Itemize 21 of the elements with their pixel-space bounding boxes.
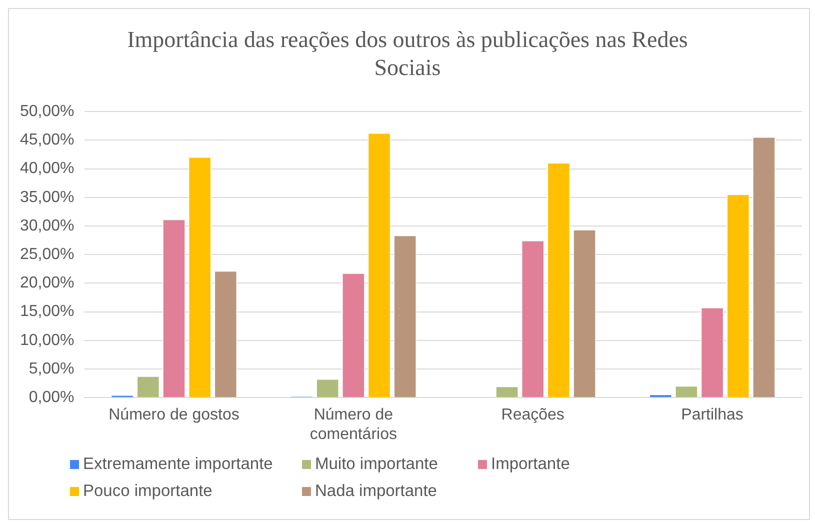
y-tick-label: 35,00% <box>20 188 74 206</box>
legend-label: Pouco importante <box>83 482 212 501</box>
x-tick-label: Número de gostos <box>108 406 240 424</box>
y-tick-label: 10,00% <box>20 332 74 349</box>
y-tick-label: 45,00% <box>20 132 74 149</box>
legend-label: Muito importante <box>315 455 438 474</box>
y-tick-label: 25,00% <box>20 246 74 264</box>
y-tick-label: 5,00% <box>28 360 74 378</box>
y-tick-label: 20,00% <box>20 274 74 292</box>
x-tick-label: Número de comentários <box>310 406 397 443</box>
chart-title: Importância das reações dos outros às publicações nas Redes Sociais <box>126 26 689 82</box>
y-tick-label: 0,00% <box>28 389 74 406</box>
y-tick-label: 30,00% <box>20 217 74 234</box>
y-tick-label: 40,00% <box>20 160 74 178</box>
y-tick-label: 50,00% <box>20 103 74 120</box>
legend-label: Extremamente importante <box>83 455 273 474</box>
y-tick-label: 15,00% <box>20 303 74 320</box>
legend-label: Importante <box>491 455 570 474</box>
legend-label: Nada importante <box>315 482 437 501</box>
x-tick-label: Partilhas <box>681 406 744 424</box>
x-tick-label: Reações <box>501 406 564 424</box>
